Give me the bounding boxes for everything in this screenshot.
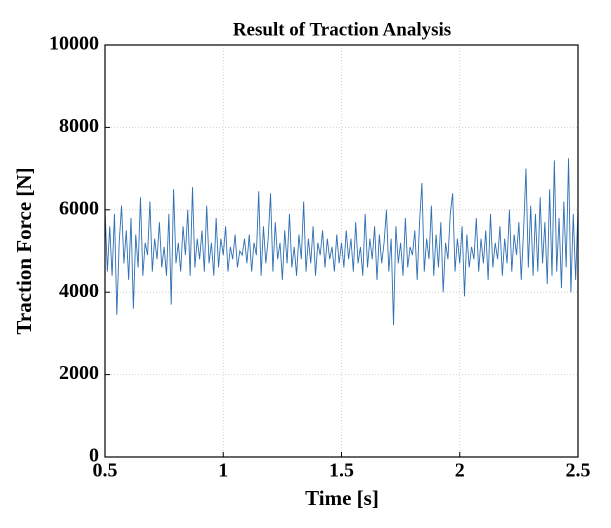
x-axis-label: Time [s] [305,486,379,510]
axes-box [104,44,579,458]
y-tick-label: 0 [89,445,99,467]
y-tick-label: 10000 [49,33,99,55]
x-tick-label: 1.5 [329,460,354,482]
x-tick-label: 0.5 [93,460,118,482]
y-tick-label: 2000 [59,362,99,384]
x-tick-label: 2.5 [566,460,591,482]
y-tick-label: 4000 [59,280,99,302]
y-axis-label: Traction Force [N] [12,167,36,334]
x-tick-label: 1 [218,460,228,482]
x-tick-label: 2 [455,460,465,482]
data-line [104,158,579,326]
chart-title: Result of Traction Analysis [233,19,451,40]
y-tick-label: 8000 [59,115,99,137]
y-tick-label: 6000 [59,197,99,219]
